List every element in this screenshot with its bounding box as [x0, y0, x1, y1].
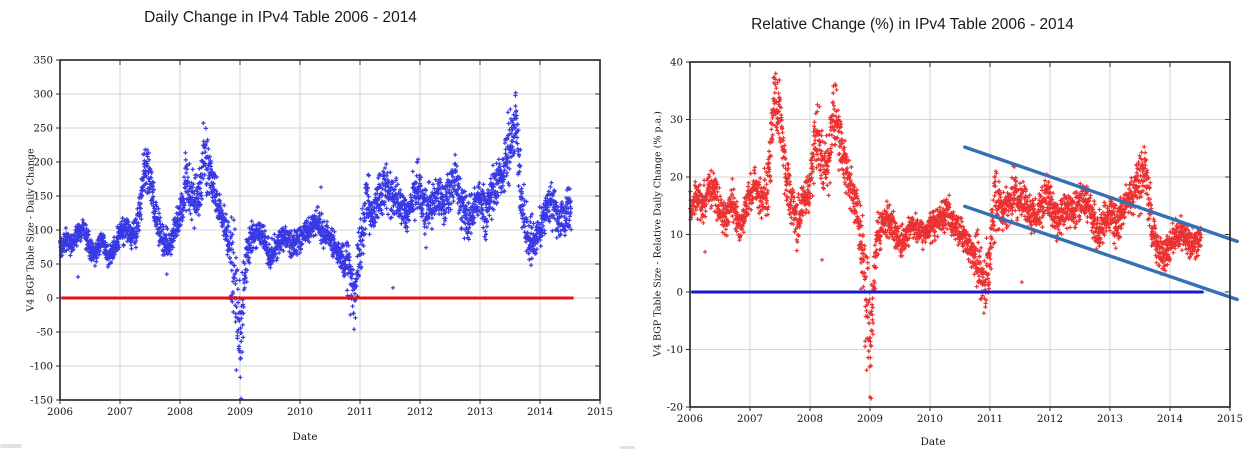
svg-text:2014: 2014	[1157, 414, 1183, 425]
svg-text:2008: 2008	[167, 407, 193, 418]
page-shadow-smudge-center	[620, 446, 635, 449]
daily-change-plot: 2006 2007 2008 2009 2010 2011 2012 2013 2014 2015…	[30, 56, 613, 419]
svg-text:200: 200	[34, 158, 53, 169]
svg-text:40: 40	[670, 58, 683, 69]
svg-text:2011: 2011	[977, 414, 1003, 425]
relative-change-plot: 2006 2007 2008 2009 2010 2011 2012 2013 2014 2015…	[667, 58, 1243, 426]
svg-text:20: 20	[670, 173, 683, 184]
svg-text:50: 50	[40, 260, 53, 271]
svg-text:2014: 2014	[527, 407, 553, 418]
page-shadow-smudge-left	[0, 444, 22, 448]
svg-text:2009: 2009	[227, 407, 253, 418]
chart-title-daily-change: Daily Change in IPv4 Table 2006 - 2014	[144, 9, 417, 26]
svg-text:0: 0	[47, 294, 53, 305]
svg-text:2007: 2007	[737, 414, 763, 425]
svg-text:2012: 2012	[1037, 414, 1063, 425]
svg-text:2008: 2008	[797, 414, 823, 425]
svg-text:2013: 2013	[1097, 414, 1123, 425]
svg-text:150: 150	[34, 192, 53, 203]
svg-text:2012: 2012	[407, 407, 433, 418]
figure-relative-change: Relative Change (%) in IPv4 Table 2006 -…	[627, 0, 1254, 462]
svg-text:-150: -150	[30, 396, 53, 407]
svg-text:-100: -100	[30, 362, 53, 373]
svg-text:2010: 2010	[287, 407, 313, 418]
svg-text:250: 250	[34, 124, 53, 135]
svg-text:2011: 2011	[347, 407, 373, 418]
svg-text:2007: 2007	[107, 407, 133, 418]
svg-text:-20: -20	[667, 403, 683, 414]
svg-text:10: 10	[670, 230, 683, 241]
svg-text:30: 30	[670, 115, 683, 126]
svg-text:2006: 2006	[47, 407, 73, 418]
svg-text:2015: 2015	[587, 407, 613, 418]
svg-text:300: 300	[34, 90, 53, 101]
svg-text:0: 0	[677, 288, 683, 299]
x-axis-label-relative-change: Date	[920, 436, 946, 448]
svg-text:-50: -50	[37, 328, 53, 339]
svg-text:2006: 2006	[677, 414, 703, 425]
svg-text:2009: 2009	[857, 414, 883, 425]
chart-title-relative-change: Relative Change (%) in IPv4 Table 2006 -…	[751, 16, 1074, 33]
svg-text:-10: -10	[667, 345, 683, 356]
svg-text:2010: 2010	[917, 414, 943, 425]
figure-daily-change: Daily Change in IPv4 Table 2006 - 2014 V…	[26, 9, 613, 443]
svg-text:100: 100	[34, 226, 53, 237]
x-axis-label-daily-change: Date	[292, 431, 318, 443]
svg-text:2013: 2013	[467, 407, 493, 418]
svg-text:2015: 2015	[1217, 414, 1243, 425]
svg-text:350: 350	[34, 56, 53, 67]
